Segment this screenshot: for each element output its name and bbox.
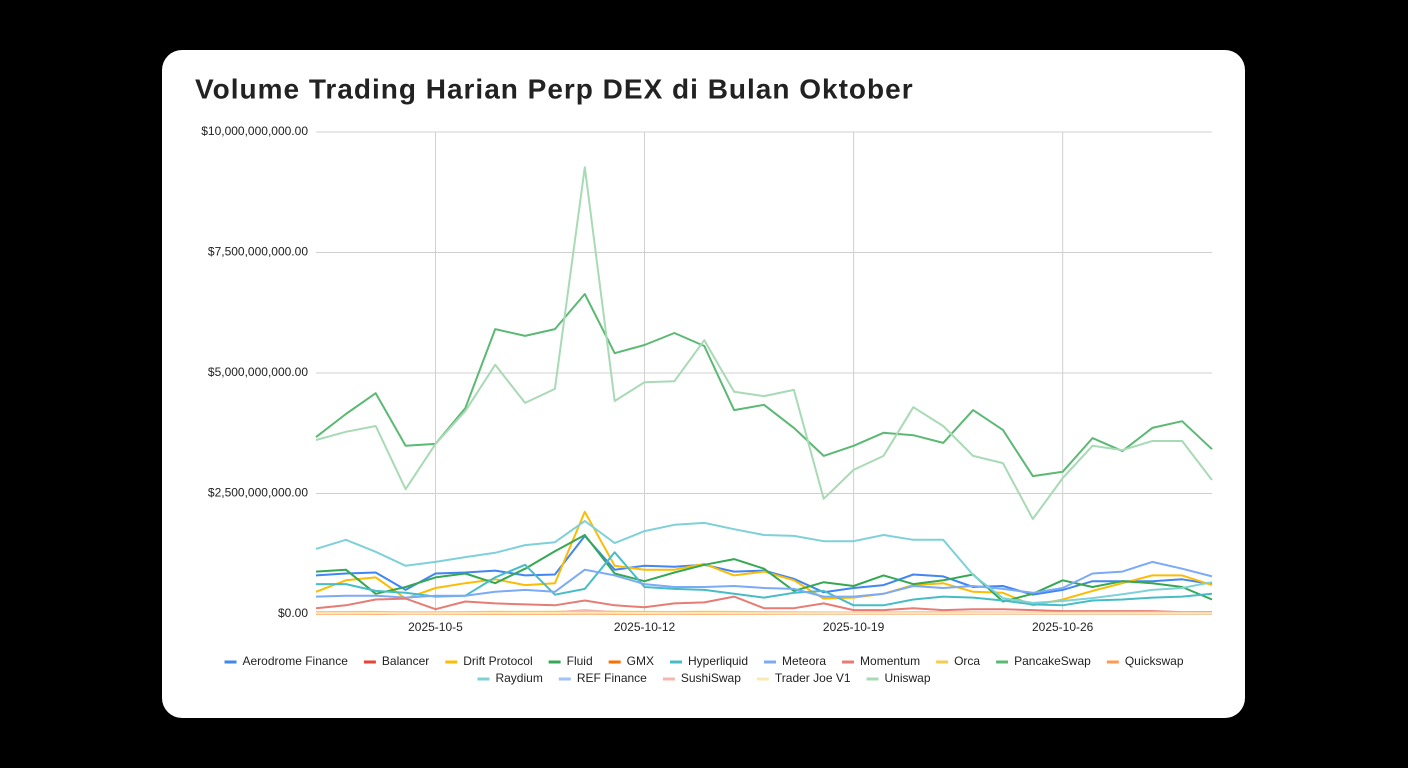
y-tick-label: $10,000,000,000.00 xyxy=(201,124,308,138)
series-line xyxy=(315,520,1213,604)
series-line xyxy=(315,534,1213,603)
legend-label: Quickswap xyxy=(1125,654,1184,668)
legend-label: PancakeSwap xyxy=(1014,654,1091,668)
y-tick-label: $0.00 xyxy=(278,606,308,620)
x-tick-label: 2025-10-12 xyxy=(614,620,676,634)
series-line xyxy=(315,534,1213,596)
series-line xyxy=(316,611,1212,615)
legend-label: Hyperliquid xyxy=(688,654,748,668)
legend-label: Fluid xyxy=(567,654,593,668)
x-tick-label: 2025-10-19 xyxy=(823,620,885,634)
y-tick-label: $7,500,000,000.00 xyxy=(208,245,308,259)
legend-label: Orca xyxy=(954,654,980,668)
chart-title: Volume Trading Harian Perp DEX di Bulan … xyxy=(195,73,914,104)
legend-label: Momentum xyxy=(860,654,920,668)
legend-label: Raydium xyxy=(495,671,542,685)
legend-label: Meteora xyxy=(782,654,826,668)
legend-label: Uniswap xyxy=(885,671,931,685)
series-line xyxy=(315,560,1213,599)
legend-label: Drift Protocol xyxy=(463,654,532,668)
y-tick-label: $2,500,000,000.00 xyxy=(208,486,308,500)
x-tick-label: 2025-10-5 xyxy=(408,620,463,634)
legend-label: SushiSwap xyxy=(681,671,741,685)
series-line xyxy=(315,166,1213,520)
chart-card xyxy=(162,50,1245,718)
legend-label: Aerodrome Finance xyxy=(243,654,349,668)
legend-label: Balancer xyxy=(382,654,429,668)
series-line xyxy=(315,293,1213,478)
legend-label: Trader Joe V1 xyxy=(775,671,851,685)
y-tick-label: $5,000,000,000.00 xyxy=(208,365,308,379)
legend-label: GMX xyxy=(627,654,654,668)
legend-label: REF Finance xyxy=(577,671,647,685)
series-line xyxy=(315,510,1213,607)
series-line xyxy=(315,595,1212,614)
x-tick-label: 2025-10-26 xyxy=(1032,620,1094,634)
